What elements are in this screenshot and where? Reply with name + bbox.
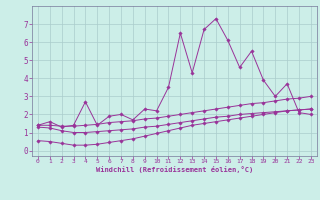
X-axis label: Windchill (Refroidissement éolien,°C): Windchill (Refroidissement éolien,°C) <box>96 166 253 173</box>
